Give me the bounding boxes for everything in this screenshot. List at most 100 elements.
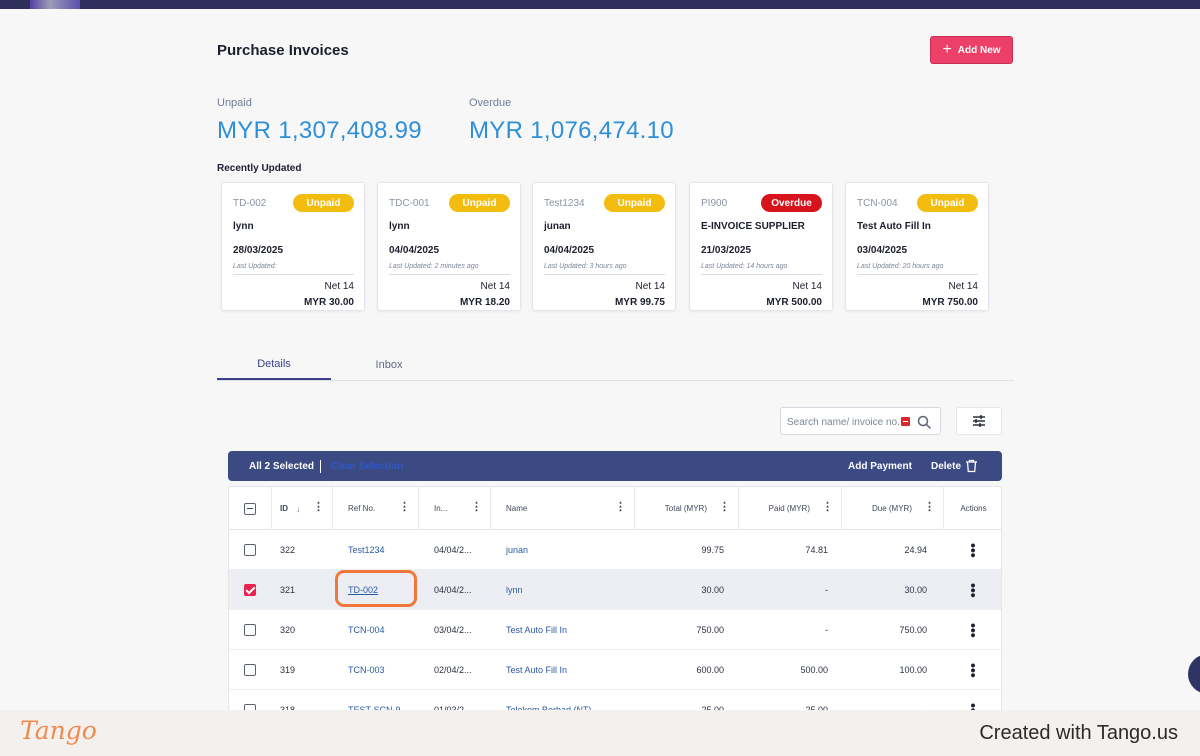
- cell-name-link[interactable]: junan: [506, 545, 529, 555]
- column-header-ref[interactable]: Ref No. ⋮: [333, 487, 419, 530]
- column-header-total[interactable]: Total (MYR) ⋮: [635, 487, 739, 530]
- recent-invoice-card[interactable]: TCN-004 Unpaid Test Auto Fill In 03/04/2025…: [845, 182, 989, 311]
- cell-id: 322: [280, 545, 296, 555]
- row-actions-cell: •••: [944, 530, 1001, 570]
- selected-count: All 2 Selected: [249, 461, 315, 472]
- filter-button[interactable]: [956, 407, 1002, 435]
- table-row[interactable]: 321 TD-002 04/04/2... lynn 30.00 - 30.00 •••: [229, 570, 1001, 610]
- card-last-updated: Last Updated: 3 hours ago: [544, 263, 627, 270]
- chat-button[interactable]: [1188, 654, 1200, 694]
- tab-inbox[interactable]: Inbox: [375, 358, 403, 371]
- card-ref: TD-002: [233, 198, 267, 209]
- search-field[interactable]: [780, 407, 941, 435]
- delete-button[interactable]: Delete: [931, 459, 978, 473]
- add-payment-button[interactable]: Add Payment: [848, 461, 912, 472]
- card-amount: MYR 99.75: [614, 297, 665, 308]
- column-menu-icon[interactable]: ⋮: [615, 501, 626, 513]
- recent-invoice-card[interactable]: PI900 Overdue E-INVOICE SUPPLIER 21/03/2025…: [689, 182, 833, 311]
- cell-total: 600.00: [696, 665, 724, 675]
- tango-footer: Tango Created with Tango.us: [0, 710, 1200, 756]
- card-supplier-name: lynn: [389, 221, 410, 232]
- cell-paid: -: [825, 585, 828, 595]
- row-checkbox-cell: [244, 650, 258, 690]
- column-header-id[interactable]: ID ↓ ⋮: [272, 487, 333, 530]
- more-actions-icon[interactable]: •••: [965, 662, 982, 678]
- column-menu-icon[interactable]: ⋮: [719, 501, 730, 513]
- card-divider: [233, 274, 354, 275]
- cell-due: 24.94: [904, 545, 927, 555]
- column-menu-icon[interactable]: ⋮: [471, 501, 482, 513]
- card-date: 28/03/2025: [233, 245, 284, 256]
- column-menu-icon[interactable]: ⋮: [399, 501, 410, 513]
- unpaid-value: MYR 1,307,408.99: [217, 117, 422, 144]
- status-badge: Unpaid: [293, 194, 354, 212]
- cell-invoice-date: 04/04/2...: [434, 545, 472, 555]
- more-actions-icon[interactable]: •••: [965, 542, 982, 558]
- cell-paid: 500.00: [800, 665, 828, 675]
- recent-invoice-card[interactable]: TDC-001 Unpaid lynn 04/04/2025 Last Updated:…: [377, 182, 521, 311]
- card-last-updated: Last Updated: 2 minutes ago: [389, 263, 479, 270]
- delete-label: Delete: [931, 460, 962, 472]
- column-label-due: Due (MYR): [871, 504, 912, 513]
- row-checkbox[interactable]: [244, 664, 256, 676]
- ref-link-text: TCN-003: [348, 665, 385, 675]
- more-actions-icon[interactable]: •••: [965, 622, 982, 638]
- table-row[interactable]: 320 TCN-004 03/04/2... Test Auto Fill In 750…: [229, 610, 1001, 650]
- status-badge: Unpaid: [449, 194, 510, 212]
- cell-paid: -: [825, 625, 828, 635]
- recent-invoice-card[interactable]: Test1234 Unpaid junan 04/04/2025 Last Update…: [532, 182, 676, 311]
- card-last-updated: Last Updated:: [233, 263, 277, 270]
- cell-ref-link[interactable]: Test1234: [348, 530, 385, 570]
- cell-name-link[interactable]: Test Auto Fill In: [506, 665, 568, 675]
- column-label-ref: Ref No.: [348, 504, 376, 513]
- column-menu-icon[interactable]: ⋮: [313, 501, 324, 513]
- cell-ref-link[interactable]: TCN-004: [348, 610, 385, 650]
- app-logo[interactable]: [30, 0, 80, 9]
- cell-ref-link[interactable]: TCN-003: [348, 650, 385, 690]
- column-label-actions: Actions: [960, 504, 987, 513]
- search-input[interactable]: [787, 414, 902, 430]
- recent-invoice-card[interactable]: TD-002 Unpaid lynn 28/03/2025 Last Updated: N…: [221, 182, 365, 311]
- row-checkbox[interactable]: [244, 584, 256, 596]
- card-amount: MYR 500.00: [766, 297, 822, 308]
- cell-due: 30.00: [904, 585, 927, 595]
- row-checkbox-cell: [244, 530, 258, 570]
- ref-link-text: TCN-004: [348, 625, 385, 635]
- column-header-invoice-date[interactable]: In... ⋮: [419, 487, 491, 530]
- search-icon[interactable]: [916, 414, 932, 430]
- cell-total: 99.75: [701, 545, 724, 555]
- cell-ref-link[interactable]: TD-002: [348, 570, 378, 610]
- trash-icon: [966, 459, 978, 473]
- sort-arrow-icon[interactable]: ↓: [296, 503, 301, 514]
- main-content: Purchase Invoices + Add New Unpaid MYR 1…: [0, 9, 1200, 726]
- keyboard-icon: [901, 417, 910, 426]
- more-actions-icon[interactable]: •••: [965, 582, 982, 598]
- column-menu-icon[interactable]: ⋮: [924, 501, 935, 513]
- card-supplier-name: E-INVOICE SUPPLIER: [701, 221, 805, 232]
- row-checkbox-cell: [244, 570, 258, 610]
- recently-updated-title: Recently Updated: [217, 163, 302, 174]
- card-ref: Test1234: [544, 198, 585, 209]
- cell-id: 321: [280, 585, 296, 595]
- column-header-due[interactable]: Due (MYR) ⋮: [842, 487, 944, 530]
- card-terms: Net 14: [792, 281, 822, 292]
- select-all-checkbox[interactable]: [244, 502, 256, 515]
- tab-details[interactable]: Details: [217, 349, 331, 380]
- column-menu-icon[interactable]: ⋮: [822, 501, 833, 513]
- top-nav-bar: [0, 0, 1200, 9]
- table-row[interactable]: 319 TCN-003 02/04/2... Test Auto Fill In 600…: [229, 650, 1001, 690]
- cell-id: 319: [280, 665, 296, 675]
- cell-id: 320: [280, 625, 296, 635]
- column-header-paid[interactable]: Paid (MYR) ⋮: [739, 487, 842, 530]
- cell-invoice-date: 03/04/2...: [434, 625, 472, 635]
- row-checkbox[interactable]: [244, 544, 256, 556]
- add-new-button[interactable]: + Add New: [930, 36, 1013, 64]
- column-header-name[interactable]: Name ⋮: [491, 487, 635, 530]
- table-row[interactable]: 322 Test1234 04/04/2... junan 99.75 74.81 24.9…: [229, 530, 1001, 570]
- row-checkbox[interactable]: [244, 624, 256, 636]
- cell-name-link[interactable]: Test Auto Fill In: [506, 625, 568, 635]
- card-divider: [701, 274, 822, 275]
- cell-due: 750.00: [899, 625, 927, 635]
- cell-name-link[interactable]: lynn: [506, 585, 523, 595]
- clear-selection-link[interactable]: Clear Selection: [331, 461, 404, 472]
